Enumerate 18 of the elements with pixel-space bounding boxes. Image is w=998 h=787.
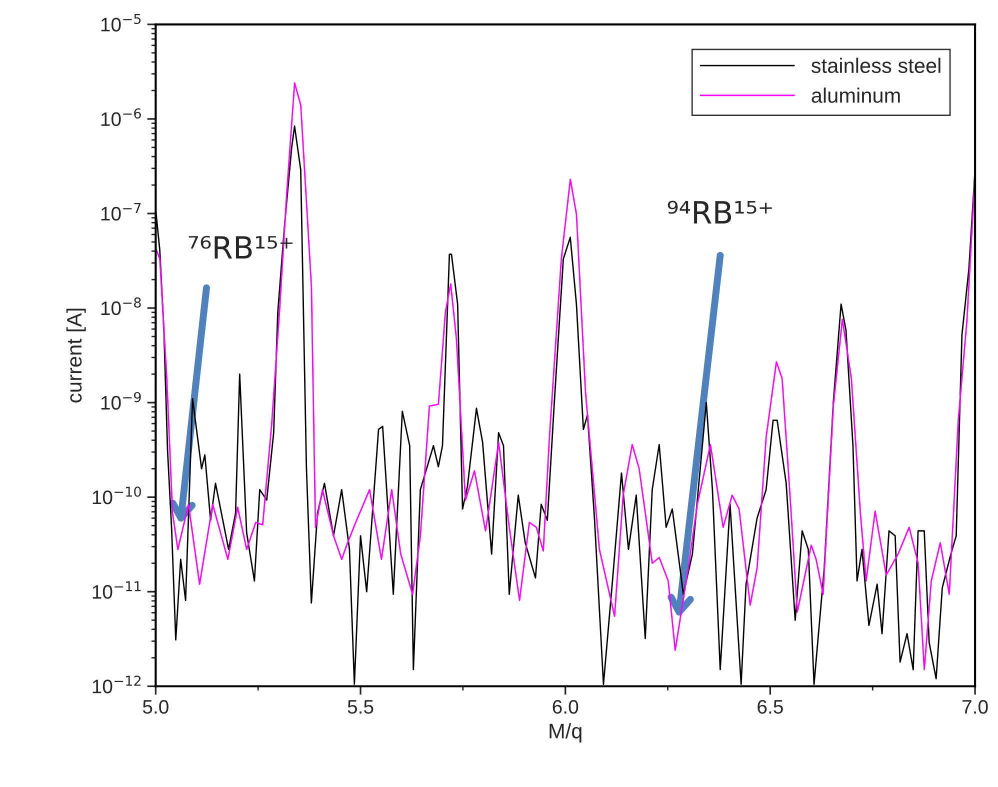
y-tick-label: 10$^{−5}$ [101,14,141,32]
y-tick-label: 10$^{−6}$ [101,108,141,126]
y-tick-label: 10$^{−10}$ [92,486,141,504]
x-tick-label: 7.0 [962,700,988,714]
annotation: ⁹⁴RB¹⁵⁺ [668,200,772,224]
x-tick-label: 6.0 [552,700,578,714]
legend-label: stainless steel [811,58,940,74]
y-tick-label: 10$^{−11}$ [92,581,141,599]
x-tick-label: 6.5 [758,700,783,714]
legend-label: aluminum [812,88,900,103]
x-tick-label: 5.0 [142,700,168,714]
y-axis-title: current [A] [66,308,86,402]
x-axis-title: M/q [550,723,582,743]
y-tick-label: 10$^{−7}$ [101,203,141,221]
y-tick-label: 10$^{−8}$ [101,297,141,316]
x-tick-label: 5.5 [348,700,374,714]
y-tick-label: 10$^{−9}$ [101,392,141,410]
y-tick-label: 10$^{−12}$ [92,676,141,694]
